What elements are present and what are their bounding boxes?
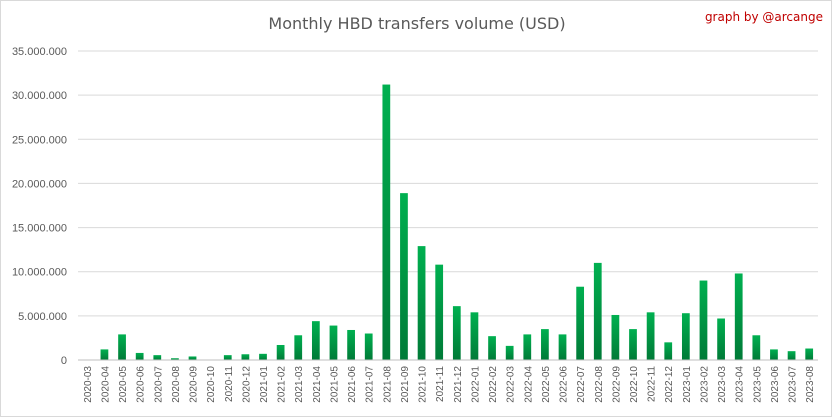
bar-2022-11: [646, 312, 655, 360]
bar-2023-06: [770, 349, 778, 360]
x-tick-label: 2020-11: [224, 366, 235, 402]
x-tick-label: 2021-07: [365, 366, 376, 403]
x-tick-label: 2023-03: [717, 366, 728, 403]
bar-2020-05: [118, 334, 126, 360]
bars: [100, 84, 814, 360]
x-tick-label: 2020-12: [241, 366, 252, 403]
bar-2020-09: [188, 356, 197, 360]
x-tick-label: 2023-06: [770, 366, 781, 403]
bar-2021-08: [382, 84, 391, 360]
x-tick-label: 2022-10: [629, 366, 640, 403]
x-tick-label: 2023-07: [788, 366, 799, 403]
bar-2022-10: [629, 329, 637, 360]
bar-2023-07: [787, 351, 796, 360]
bar-2023-08: [805, 348, 814, 360]
x-tick-label: 2020-04: [100, 366, 111, 403]
bar-2023-01: [681, 313, 690, 360]
x-tick-label: 2022-12: [664, 366, 675, 403]
bar-2022-07: [576, 286, 585, 360]
x-tick-label: 2022-09: [611, 366, 622, 403]
x-tick-label: 2020-10: [206, 366, 217, 403]
y-tick-label: 30.000.000: [12, 90, 67, 102]
bar-2021-01: [259, 353, 267, 360]
y-axis-ticks: 0 5.000.000 10.000.000 15.000.000 20.000.000…: [12, 46, 67, 367]
x-tick-label: 2020-07: [153, 366, 164, 403]
x-tick-label: 2023-02: [699, 366, 710, 403]
x-tick-label: 2022-01: [470, 366, 481, 403]
bar-2021-07: [364, 333, 373, 360]
x-tick-label: 2022-02: [488, 366, 499, 403]
y-tick-label: 25.000.000: [12, 134, 67, 146]
x-tick-label: 2022-05: [541, 366, 552, 403]
bar-2020-07: [153, 355, 162, 360]
bar-2023-02: [699, 280, 708, 360]
x-tick-label: 2020-08: [171, 366, 182, 403]
x-tick-label: 2023-01: [682, 366, 693, 403]
x-tick-label: 2023-05: [752, 366, 763, 403]
x-tick-label: 2022-06: [559, 366, 570, 403]
x-tick-label: 2020-09: [189, 366, 200, 403]
x-tick-label: 2022-08: [594, 366, 605, 403]
bar-2021-06: [347, 329, 355, 360]
bar-2022-09: [611, 314, 620, 360]
x-tick-label: 2020-05: [118, 366, 129, 403]
y-tick-label: 0: [61, 355, 67, 367]
bar-2020-08: [171, 358, 179, 360]
x-axis-ticks: 2020-03 2020-04 2020-05 2020-06 2020-07 2020-…: [83, 366, 816, 403]
bar-2023-04: [734, 273, 743, 360]
chart-credit: graph by @arcange: [705, 10, 823, 24]
bar-2022-04: [523, 334, 532, 360]
bar-2022-05: [541, 329, 549, 360]
bar-2022-03: [505, 345, 514, 360]
bar-2022-01: [470, 312, 479, 360]
y-tick-label: 35.000.000: [12, 46, 67, 58]
x-tick-label: 2020-06: [136, 366, 147, 403]
bar-2020-11: [223, 355, 232, 360]
bar-2020-06: [135, 352, 144, 360]
x-tick-label: 2021-03: [294, 366, 305, 403]
x-tick-label: 2021-12: [453, 366, 464, 403]
gridlines: [78, 50, 818, 317]
bar-2021-10: [417, 246, 426, 360]
bar-2021-09: [400, 193, 408, 360]
bar-2021-05: [329, 325, 338, 360]
x-tick-label: 2022-11: [647, 366, 658, 402]
x-tick-label: 2023-04: [735, 366, 746, 403]
x-tick-label: 2023-08: [805, 366, 816, 403]
x-tick-label: 2022-07: [576, 366, 587, 403]
y-tick-label: 15.000.000: [12, 223, 67, 235]
bar-2023-05: [752, 335, 761, 360]
x-tick-label: 2021-04: [312, 366, 323, 403]
y-tick-label: 5.000.000: [18, 311, 67, 323]
bar-2023-03: [717, 318, 725, 360]
x-tick-label: 2020-03: [83, 366, 94, 403]
x-tick-label: 2021-06: [347, 366, 358, 403]
x-tick-label: 2021-05: [329, 366, 340, 403]
bar-2022-08: [593, 262, 602, 360]
bar-2021-11: [435, 264, 444, 360]
x-tick-label: 2021-02: [277, 366, 288, 403]
chart-title: Monthly HBD transfers volume (USD): [268, 14, 565, 33]
bar-2022-02: [488, 336, 496, 360]
x-tick-label: 2021-01: [259, 366, 270, 403]
x-tick-label: 2022-04: [523, 366, 534, 403]
bar-2020-04: [100, 349, 109, 360]
x-tick-label: 2021-10: [418, 366, 429, 403]
y-tick-label: 20.000.000: [12, 178, 67, 190]
x-tick-label: 2021-09: [400, 366, 411, 403]
x-tick-label: 2022-03: [506, 366, 517, 403]
bar-2021-12: [452, 306, 461, 360]
y-tick-label: 10.000.000: [12, 267, 67, 279]
x-tick-label: 2021-08: [382, 366, 393, 403]
bar-2022-12: [664, 342, 673, 360]
bar-2021-04: [311, 321, 320, 360]
x-tick-label: 2021-11: [435, 366, 446, 402]
bar-2021-03: [294, 335, 303, 360]
bar-2020-12: [241, 354, 250, 360]
bar-2021-02: [276, 344, 285, 360]
bar-2022-06: [558, 334, 567, 360]
